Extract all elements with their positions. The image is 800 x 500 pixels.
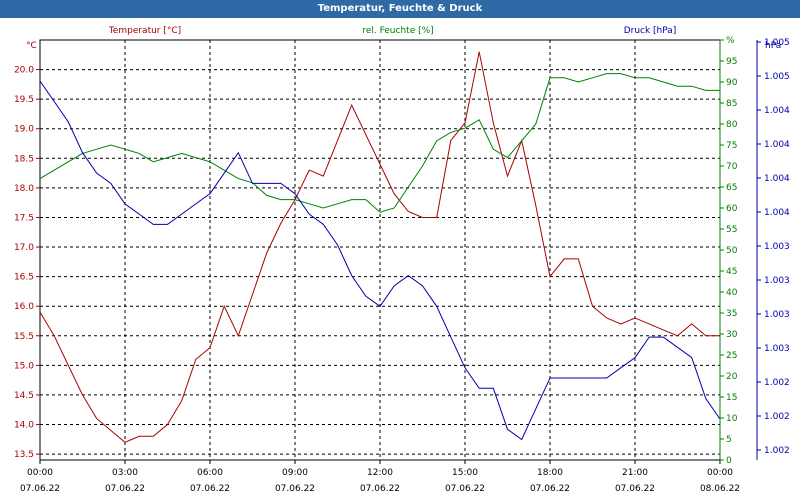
temperature-tick-label: 18.0: [14, 184, 34, 194]
temperature-tick-label: 15.0: [14, 361, 34, 371]
temperature-tick-label: 17.5: [14, 213, 34, 223]
humidity-tick-label: 30: [726, 330, 738, 340]
x-tick-label-time: 18:00: [537, 468, 563, 478]
series-layer: [39, 51, 721, 443]
pressure-tick-label: 1.004: [764, 208, 790, 218]
pressure-tick-label: 1.004: [764, 174, 790, 184]
humidity-tick-label: 70: [726, 162, 738, 172]
pressure-tick-label: 1.003: [764, 242, 790, 252]
temperature-tick-label: 14.0: [14, 421, 34, 431]
humidity-tick-label: 5: [726, 435, 732, 445]
humidity-tick-label: 25: [726, 351, 737, 361]
pressure-tick-label: 1.005: [764, 72, 790, 82]
x-tick-label-time: 15:00: [452, 468, 478, 478]
humidity-tick-label: 85: [726, 99, 737, 109]
x-tick-label-date: 07.06.22: [105, 484, 145, 494]
x-tick-label-time: 09:00: [282, 468, 308, 478]
temperature-tick-label: 15.5: [14, 332, 34, 342]
humidity-tick-label: 60: [726, 204, 738, 214]
pressure-tick-label: 1.002: [764, 378, 790, 388]
humidity-tick-label: 45: [726, 267, 737, 277]
temperature-tick-label: 18.5: [14, 154, 34, 164]
x-tick-label-date: 08.06.22: [700, 484, 740, 494]
x-tick-label-date: 07.06.22: [530, 484, 570, 494]
humidity-tick-label: 80: [726, 120, 738, 130]
temperature-tick-label: 20.0: [14, 66, 34, 76]
pressure-tick-label: 1.003: [764, 276, 790, 286]
humidity-tick-label: 50: [726, 246, 738, 256]
x-tick-label-date: 07.06.22: [615, 484, 655, 494]
humidity-tick-label: 95: [726, 57, 737, 67]
pressure-tick-label: 1.003: [764, 344, 790, 354]
humidity-tick-label: 65: [726, 183, 737, 193]
humidity-tick-label: 90: [726, 78, 738, 88]
humidity-tick-label: 15: [726, 393, 737, 403]
axes-layer: 13.5 14.0 14.5 15.0 15.5 16.0 16.5 17.0 17.5 18.0…: [14, 36, 790, 494]
x-tick-label-time: 00:00: [707, 468, 733, 478]
temperature-tick-label: 17.0: [14, 243, 34, 253]
temperature-tick-label: 16.0: [14, 302, 34, 312]
pressure-tick-label: 1.004: [764, 140, 790, 150]
humidity-tick-label: 35: [726, 309, 737, 319]
pressure-tick-label: 1.003: [764, 310, 790, 320]
temperature-tick-label: 19.0: [14, 125, 34, 135]
x-tick-label-time: 12:00: [367, 468, 393, 478]
x-tick-label-date: 07.06.22: [445, 484, 485, 494]
x-tick-label-date: 07.06.22: [20, 484, 60, 494]
x-tick-label-time: 00:00: [27, 468, 53, 478]
humidity-tick-label: 55: [726, 225, 737, 235]
humidity-axis-label: rel. Feuchte [%]: [362, 26, 433, 36]
pressure-tick-label: 1.004: [764, 106, 790, 116]
pressure-unit: hPa: [765, 41, 781, 51]
x-tick-label-date: 07.06.22: [360, 484, 400, 494]
series-line-pressure: [39, 80, 721, 441]
x-tick-label-time: 06:00: [197, 468, 223, 478]
series-line-temperature: [39, 51, 720, 443]
humidity-tick-label: 40: [726, 288, 738, 298]
temperature-axis-label: Temperatur [°C]: [108, 26, 181, 36]
x-tick-label-time: 21:00: [622, 468, 648, 478]
humidity-tick-label: 75: [726, 141, 737, 151]
temperature-tick-label: 16.5: [14, 273, 34, 283]
chart-title: Temperatur, Feuchte & Druck: [0, 0, 800, 18]
pressure-axis-label: Druck [hPa]: [624, 26, 677, 36]
temperature-unit: °C: [26, 41, 37, 51]
temperature-tick-label: 14.5: [14, 391, 34, 401]
x-tick-label-date: 07.06.22: [190, 484, 230, 494]
series-line-humidity: [39, 73, 720, 213]
x-tick-label-time: 03:00: [112, 468, 138, 478]
humidity-tick-label: 0: [726, 456, 732, 466]
humidity-tick-label: %: [726, 36, 735, 46]
humidity-tick-label: 20: [726, 372, 738, 382]
grid: [40, 40, 720, 460]
pressure-tick-label: 1.005: [764, 38, 790, 48]
x-tick-label-date: 07.06.22: [275, 484, 315, 494]
humidity-tick-label: 10: [726, 414, 738, 424]
temperature-tick-label: 13.5: [14, 450, 34, 460]
pressure-tick-label: 1.002: [764, 446, 790, 456]
pressure-tick-label: 1.002: [764, 412, 790, 422]
temperature-tick-label: 19.5: [14, 95, 34, 105]
